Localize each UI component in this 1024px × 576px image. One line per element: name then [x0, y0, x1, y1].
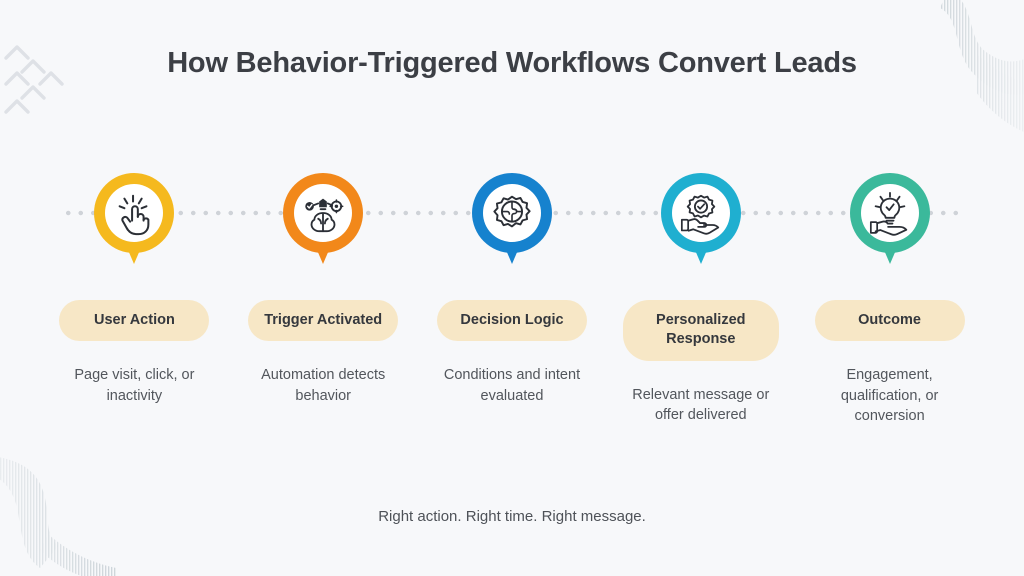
hand-lightbulb-icon: [867, 190, 913, 236]
step-label-pill: Trigger Activated: [248, 300, 399, 342]
step-description: Engagement, qualification, or conversion: [840, 367, 939, 425]
step-description: Relevant message or offer delivered: [632, 386, 770, 424]
step-description: Automation detects behavior: [261, 367, 386, 404]
pin-shape: [471, 173, 552, 264]
step-pin-marker[interactable]: [467, 168, 557, 272]
step-description: Page visit, click, or inactivity: [74, 367, 195, 404]
page-title: How Behavior-Triggered Workflows Convert…: [167, 47, 857, 79]
step-pin-marker[interactable]: [845, 168, 935, 272]
step-label-pill: Decision Logic: [436, 300, 587, 342]
footer-tagline: Right action. Right time. Right message.: [378, 508, 646, 525]
workflow-step: Personalized Response Relevant message o…: [606, 168, 795, 426]
ribbon-decoration-top-right: [940, 0, 1024, 133]
step-label: Decision Logic: [460, 312, 564, 328]
step-pin-marker[interactable]: [89, 168, 179, 272]
step-label-pill: Outcome: [814, 300, 965, 342]
workflow-steps-row: User Action Page visit, click, or inacti…: [40, 168, 984, 427]
brain-automation-icon: [300, 190, 346, 236]
workflow-step: User Action Page visit, click, or inacti…: [40, 168, 229, 406]
gear-puzzle-icon: [489, 190, 535, 236]
step-label-pill: User Action: [59, 300, 210, 342]
chevron-pattern-decoration: [4, 45, 64, 114]
step-label: Personalized Response: [656, 312, 746, 348]
step-pin-marker[interactable]: [656, 168, 746, 272]
workflow-step: Trigger Activated Automation detects beh…: [229, 168, 418, 406]
workflow-step: Outcome Engagement, qualification, or co…: [795, 168, 984, 427]
click-hand-icon: [111, 190, 157, 236]
hand-gear-icon: [678, 190, 724, 236]
step-pin-marker[interactable]: [278, 168, 368, 272]
step-label-pill: Personalized Response: [622, 300, 779, 361]
step-description: Conditions and intent evaluated: [443, 367, 581, 404]
step-label: User Action: [93, 312, 175, 328]
step-label: Outcome: [858, 312, 921, 328]
step-label: Trigger Activated: [264, 312, 383, 328]
workflow-step: Decision Logic Conditions and intent eva…: [418, 168, 607, 406]
